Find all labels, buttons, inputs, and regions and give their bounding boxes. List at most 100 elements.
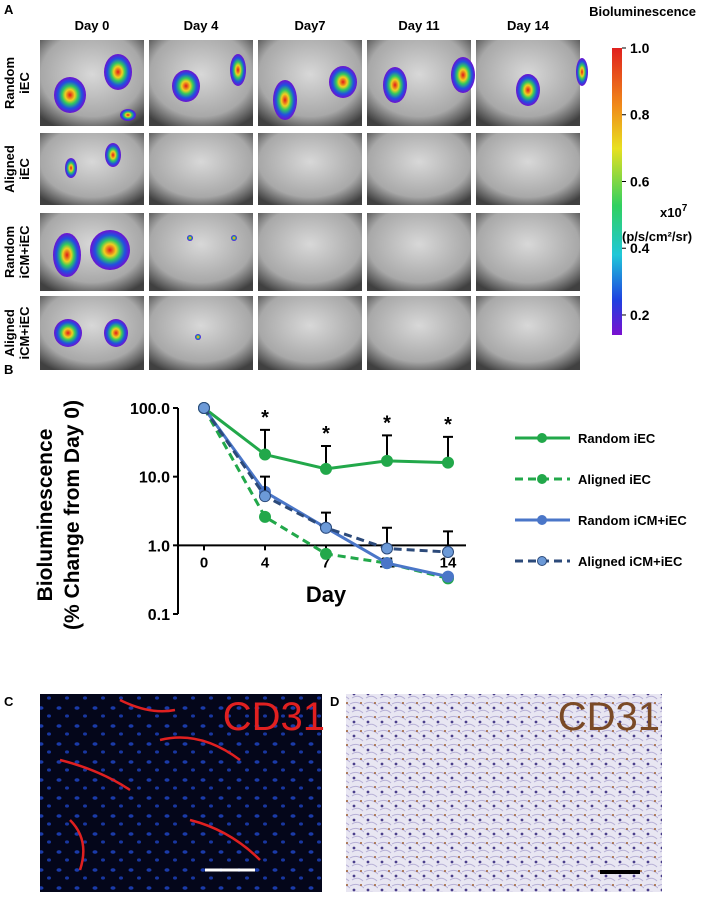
- mouse-image: [367, 296, 471, 370]
- y-tick-label: 0.1: [148, 607, 170, 624]
- y-tick-label: 1.0: [148, 538, 170, 555]
- colorbar-tick-label: 0.6: [630, 173, 650, 189]
- data-point: [381, 454, 393, 467]
- signal-spot: [65, 158, 77, 178]
- histology-image: [346, 694, 662, 892]
- signal-spot: [172, 70, 200, 102]
- data-point: [198, 402, 210, 414]
- data-point: [442, 545, 454, 558]
- row-label: Random: [2, 226, 17, 278]
- data-point: [381, 557, 393, 570]
- mouse-image: [367, 213, 471, 291]
- row-label: Aligned: [2, 309, 17, 357]
- signal-spot: [104, 319, 128, 347]
- legend-label: Aligned iEC: [578, 472, 652, 487]
- mouse-image: [149, 133, 253, 205]
- legend-marker: [537, 515, 547, 525]
- data-point: [320, 521, 332, 534]
- x-tick-label: 14: [440, 554, 457, 571]
- mouse-image: [258, 296, 362, 370]
- x-tick-label: 4: [261, 554, 270, 571]
- legend-marker: [537, 474, 547, 484]
- panel-label: D: [330, 694, 339, 709]
- panel-label: C: [4, 694, 14, 709]
- mouse-image: [40, 133, 144, 205]
- significance-marker: *: [322, 423, 330, 445]
- unit-exponent: 7: [682, 203, 688, 214]
- significance-marker: *: [444, 414, 452, 436]
- mouse-image: [476, 296, 580, 370]
- panel-label: A: [4, 2, 14, 17]
- x-tick-label: 7: [322, 554, 330, 571]
- mouse-image: [258, 133, 362, 205]
- significance-marker: *: [383, 412, 391, 434]
- row-label: iEC: [17, 158, 32, 180]
- signal-spot: [329, 66, 357, 98]
- data-point: [259, 510, 271, 523]
- stain-label: CD31: [558, 695, 660, 739]
- colorbar-tick-label: 0.4: [630, 240, 650, 256]
- fluorescence-image: [40, 694, 322, 892]
- signal-spot: [273, 80, 297, 120]
- signal-spot: [54, 77, 86, 113]
- row-label: iCM+iEC: [17, 306, 32, 360]
- data-point: [320, 547, 332, 560]
- signal-spot: [231, 235, 237, 241]
- mouse-image: [367, 133, 471, 205]
- colorbar-tick-label: 0.2: [630, 307, 650, 323]
- legend-label: Aligned iCM+iEC: [578, 554, 683, 569]
- legend-label: Random iEC: [578, 431, 656, 446]
- data-point: [320, 462, 332, 475]
- column-header: Day 14: [507, 18, 550, 33]
- legend-label: Random iCM+iEC: [578, 513, 687, 528]
- colorbar-tick-label: 0.8: [630, 107, 650, 123]
- mouse-image: [149, 296, 253, 370]
- mouse-image: [476, 133, 580, 205]
- colorbar-title: Bioluminescence: [589, 4, 696, 19]
- x-tick-label: 0: [200, 554, 208, 571]
- significance-marker: *: [261, 407, 269, 429]
- colorbar-unit: x107: [660, 203, 688, 220]
- signal-spot: [516, 74, 540, 106]
- column-header: Day7: [294, 18, 325, 33]
- column-header: Day 0: [75, 18, 110, 33]
- signal-spot: [230, 54, 246, 86]
- y-axis-title: (% Change from Day 0): [61, 400, 84, 630]
- stain-label: CD31: [223, 695, 325, 739]
- row-label: iEC: [17, 72, 32, 94]
- colorbar: [612, 48, 622, 335]
- legend-marker: [537, 556, 547, 566]
- signal-spot: [576, 58, 588, 86]
- signal-spot: [104, 54, 132, 90]
- colorbar-unit: (p/s/cm²/sr): [622, 229, 692, 244]
- signal-spot: [53, 233, 81, 277]
- signal-spot: [383, 67, 407, 103]
- column-header: Day 11: [398, 18, 439, 33]
- row-label: Random: [2, 57, 17, 109]
- vessel-stain: [59, 698, 261, 871]
- data-point: [442, 456, 454, 469]
- signal-spot: [105, 143, 121, 167]
- signal-spot: [451, 57, 475, 93]
- y-axis-title: Bioluminescence: [34, 429, 57, 602]
- mouse-image: [149, 213, 253, 291]
- data-point: [381, 542, 393, 555]
- column-header: Day 4: [184, 18, 219, 33]
- y-tick-label: 100.0: [130, 401, 170, 418]
- row-label: Aligned: [2, 145, 17, 193]
- signal-spot: [195, 334, 201, 340]
- unit-base: x10: [660, 205, 682, 220]
- data-point: [259, 448, 271, 461]
- y-tick-label: 10.0: [139, 470, 170, 487]
- legend-marker: [537, 433, 547, 443]
- mouse-image: [258, 213, 362, 291]
- signal-spot: [90, 230, 130, 270]
- panel-label: B: [4, 362, 13, 377]
- signal-spot: [54, 319, 82, 347]
- data-point: [259, 490, 271, 503]
- signal-spot: [120, 109, 136, 121]
- colorbar-tick-label: 1.0: [630, 40, 650, 56]
- x-axis-title: Day: [306, 582, 347, 607]
- row-label: iCM+iEC: [17, 225, 32, 279]
